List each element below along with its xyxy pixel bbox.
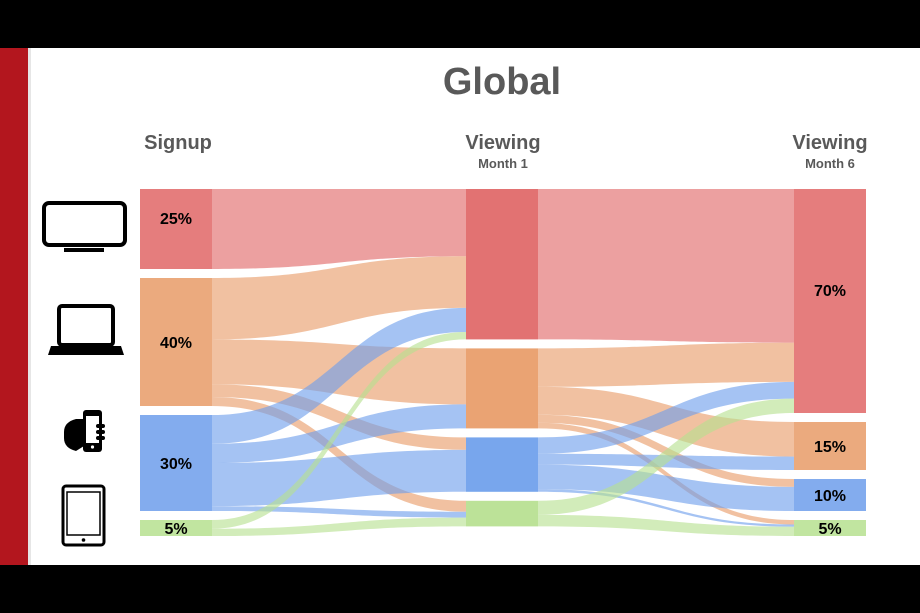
node-tablet-stage-0 <box>140 520 212 536</box>
flow-phone-to-tablet <box>212 506 466 518</box>
node-phone-stage-0 <box>140 415 212 511</box>
flow-phone-to-tablet <box>538 489 794 527</box>
node-label: 30% <box>160 456 192 473</box>
node-phone-stage-1 <box>466 437 538 492</box>
node-tablet-stage-1 <box>466 500 538 527</box>
node-label: 25% <box>160 211 192 228</box>
flow-laptop-to-tv <box>212 256 466 340</box>
node-label: 5% <box>164 521 187 538</box>
column-header-label: Viewing <box>465 132 541 154</box>
column-header-sublabel: Month 1 <box>478 156 528 171</box>
slide: Global Signup Viewing Month 1 Viewing Mo… <box>0 48 920 565</box>
flow-phone-to-phone <box>212 449 466 507</box>
node-tv-stage-1 <box>466 189 538 340</box>
sankey-diagram: 25% 40% 30% 5% 70% 15% 10% 5% <box>140 189 866 538</box>
flow-phone-to-phone <box>538 464 794 511</box>
node-label: 10% <box>814 488 846 505</box>
flow-tablet-to-tv <box>538 398 794 515</box>
node-laptop-stage-1 <box>466 348 538 429</box>
column-header-sublabel: Month 6 <box>805 156 855 171</box>
node-laptop-stage-0 <box>140 278 212 406</box>
flow-tablet-to-tablet <box>538 514 794 536</box>
tv-icon <box>42 201 127 252</box>
column-header-month6: Viewing Month 6 <box>770 132 890 171</box>
device-icons <box>42 201 127 547</box>
flow-tablet-to-tablet <box>212 517 466 536</box>
flow-laptop-to-tablet <box>212 397 466 512</box>
accent-bar-edge <box>28 48 31 565</box>
column-header-label: Viewing <box>792 132 868 154</box>
flow-phone-to-tv <box>538 381 794 454</box>
node-label: 15% <box>814 439 846 456</box>
phone-icon <box>64 410 105 452</box>
node-laptop-stage-2 <box>794 422 866 470</box>
node-label: 40% <box>160 335 192 352</box>
node-label: 70% <box>814 283 846 300</box>
laptop-icon <box>48 304 124 355</box>
flow-laptop-to-tv <box>538 342 794 387</box>
sankey-labels: 25% 40% 30% 5% 70% 15% 10% 5% <box>160 211 846 538</box>
accent-bar <box>0 48 28 565</box>
node-phone-stage-2 <box>794 479 866 511</box>
column-header-signup: Signup <box>118 132 238 155</box>
flow-tv-to-tv <box>538 189 794 343</box>
column-header-month1: Viewing Month 1 <box>443 132 563 171</box>
flow-phone-to-tv <box>212 307 466 444</box>
flow-laptop-to-tablet <box>538 422 794 525</box>
node-tablet-stage-2 <box>794 520 866 536</box>
page-title: Global <box>442 61 562 103</box>
sankey-flows <box>212 189 794 536</box>
tablet-icon <box>61 484 106 547</box>
flow-tv-to-tv <box>212 189 466 269</box>
flow-laptop-to-phone <box>212 384 466 450</box>
node-tv-stage-0 <box>140 189 212 269</box>
sankey-nodes <box>140 189 866 536</box>
flow-tablet-to-tv <box>212 332 466 529</box>
column-header-label: Signup <box>144 132 212 154</box>
node-label: 5% <box>818 521 841 538</box>
node-tv-stage-2 <box>794 189 866 413</box>
